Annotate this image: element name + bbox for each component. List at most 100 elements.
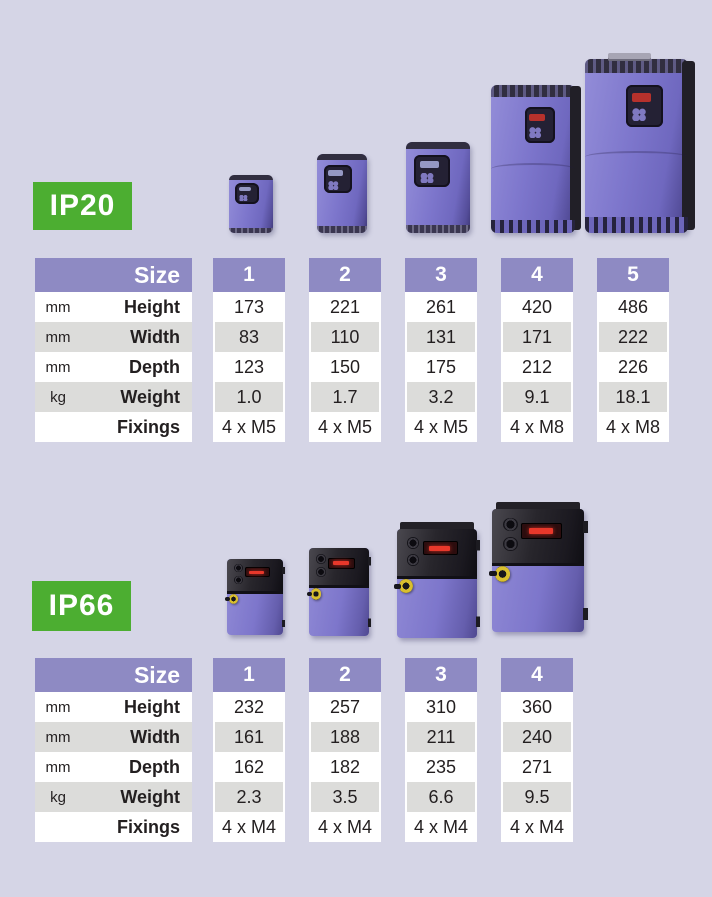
ip20-drive-size-4-photo bbox=[491, 85, 581, 234]
size-column-values: 486 222 226 18.1 4 x M8 bbox=[597, 292, 669, 442]
spec-value: 162 bbox=[233, 757, 265, 777]
spec-value: 150 bbox=[329, 357, 361, 377]
spec-value: 211 bbox=[407, 722, 475, 752]
ip20-drive-size-2-photo bbox=[317, 154, 367, 233]
spec-value: 83 bbox=[215, 322, 283, 352]
row-unit: kg bbox=[50, 388, 66, 406]
row-name: Width bbox=[130, 726, 180, 747]
drive-top-bracket bbox=[607, 52, 651, 61]
spec-value: 4 x M4 bbox=[317, 817, 373, 837]
spec-row-width: mm Width bbox=[35, 722, 192, 752]
ip66-drive-size-1-photo bbox=[225, 559, 286, 635]
spec-value: 9.5 bbox=[503, 782, 571, 812]
spec-value: 222 bbox=[599, 322, 667, 352]
ip66-drive-size-2-photo bbox=[306, 548, 372, 636]
row-unit: kg bbox=[50, 788, 66, 806]
drive-isolator-knob bbox=[488, 565, 511, 582]
spec-value: 173 bbox=[233, 297, 265, 317]
spec-row-width: mm Width bbox=[35, 322, 192, 352]
spec-row-depth: mm Depth bbox=[35, 752, 192, 782]
size-column-header: 3 bbox=[405, 658, 477, 692]
drive-button bbox=[316, 553, 326, 564]
row-name: Weight bbox=[120, 386, 180, 407]
spec-value: 4 x M4 bbox=[509, 817, 565, 837]
row-name: Height bbox=[124, 696, 180, 717]
spec-row-height: mm Height bbox=[35, 292, 192, 322]
drive-button bbox=[406, 536, 420, 549]
row-unit: mm bbox=[45, 728, 71, 746]
spec-value: 212 bbox=[521, 357, 553, 377]
drive-display bbox=[524, 107, 555, 143]
size-column-1: 1 232 161 162 2.3 4 x M4 bbox=[213, 658, 285, 842]
size-column-1: 1 173 83 123 1.0 4 x M5 bbox=[213, 258, 285, 442]
spec-value: 4 x M4 bbox=[221, 817, 277, 837]
spec-value: 4 x M5 bbox=[221, 417, 277, 437]
size-column-values: 173 83 123 1.0 4 x M5 bbox=[213, 292, 285, 442]
spec-value: 4 x M5 bbox=[413, 417, 469, 437]
spec-label-column: Size mm Height mm Width mm Depth kg Weig… bbox=[35, 658, 192, 842]
spec-value: 271 bbox=[521, 757, 553, 777]
spec-value: 4 x M5 bbox=[317, 417, 373, 437]
size-column-header: 4 bbox=[501, 258, 573, 292]
drive-button bbox=[233, 575, 243, 584]
drive-seam bbox=[585, 151, 688, 163]
size-column-5: 5 486 222 226 18.1 4 x M8 bbox=[597, 258, 669, 442]
spec-value: 240 bbox=[503, 722, 571, 752]
spec-value: 226 bbox=[617, 357, 649, 377]
spec-value: 486 bbox=[617, 297, 649, 317]
spec-value: 235 bbox=[425, 757, 457, 777]
drive-button bbox=[406, 553, 420, 566]
size-column-4: 4 420 171 212 9.1 4 x M8 bbox=[501, 258, 573, 442]
drive-isolator-knob bbox=[225, 593, 239, 604]
spec-value: 161 bbox=[215, 722, 283, 752]
ip20-drive-size-1-photo bbox=[229, 175, 273, 233]
spec-value: 221 bbox=[329, 297, 361, 317]
spec-value: 188 bbox=[311, 722, 379, 752]
row-name: Height bbox=[124, 296, 180, 317]
spec-value: 1.0 bbox=[215, 382, 283, 412]
spec-row-weight: kg Weight bbox=[35, 382, 192, 412]
ip66-drive-size-4-photo bbox=[488, 501, 588, 632]
spec-value: 123 bbox=[233, 357, 265, 377]
size-header: Size bbox=[35, 658, 192, 692]
drive-seam bbox=[491, 163, 575, 175]
row-name: Width bbox=[130, 326, 180, 347]
size-column-values: 420 171 212 9.1 4 x M8 bbox=[501, 292, 573, 442]
drive-isolator-knob bbox=[306, 588, 321, 600]
row-name: Weight bbox=[120, 786, 180, 807]
spec-value: 1.7 bbox=[311, 382, 379, 412]
drive-control-panel bbox=[227, 559, 283, 594]
ip66-spec-table: Size mm Height mm Width mm Depth kg Weig… bbox=[35, 658, 669, 842]
size-column-header: 4 bbox=[501, 658, 573, 692]
ip66-rating-badge: IP66 bbox=[32, 581, 131, 631]
size-column-3: 3 310 211 235 6.6 4 x M4 bbox=[405, 658, 477, 842]
spec-row-fixings: Fixings bbox=[35, 412, 192, 442]
spec-value: 261 bbox=[425, 297, 457, 317]
size-column-header: 5 bbox=[597, 258, 669, 292]
drive-button bbox=[233, 564, 243, 573]
size-column-2: 2 221 110 150 1.7 4 x M5 bbox=[309, 258, 381, 442]
spec-value: 9.1 bbox=[503, 382, 571, 412]
size-column-values: 257 188 182 3.5 4 x M4 bbox=[309, 692, 381, 842]
size-column-header: 3 bbox=[405, 258, 477, 292]
spec-row-fixings: Fixings bbox=[35, 812, 192, 842]
size-column-values: 232 161 162 2.3 4 x M4 bbox=[213, 692, 285, 842]
row-name: Fixings bbox=[116, 816, 180, 837]
spec-value: 420 bbox=[521, 297, 553, 317]
drive-control-panel bbox=[309, 548, 369, 589]
drive-control-panel bbox=[397, 529, 477, 580]
drive-display bbox=[234, 183, 260, 204]
row-name: Fixings bbox=[116, 416, 180, 437]
row-name: Depth bbox=[129, 756, 180, 777]
spec-value: 18.1 bbox=[599, 382, 667, 412]
spec-value: 171 bbox=[503, 322, 571, 352]
drive-control-panel bbox=[492, 509, 584, 566]
spec-row-height: mm Height bbox=[35, 692, 192, 722]
spec-value: 360 bbox=[521, 697, 553, 717]
drive-button bbox=[503, 517, 518, 532]
size-column-2: 2 257 188 182 3.5 4 x M4 bbox=[309, 658, 381, 842]
spec-value: 182 bbox=[329, 757, 361, 777]
spec-row-weight: kg Weight bbox=[35, 782, 192, 812]
spec-value: 2.3 bbox=[215, 782, 283, 812]
